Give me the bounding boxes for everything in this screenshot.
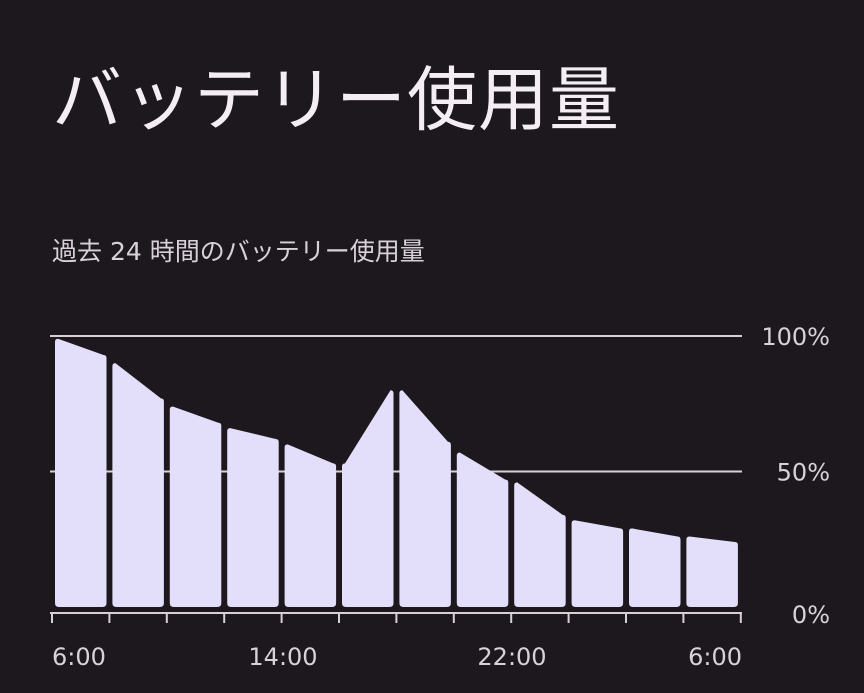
- y-tick-label: 0%: [792, 601, 830, 629]
- bar-2: [112, 363, 164, 607]
- bar-3: [169, 406, 222, 607]
- bar-1: [55, 338, 107, 607]
- x-tick-label: 14:00: [248, 643, 317, 671]
- bar-6: [342, 390, 394, 607]
- chart-subtitle: 過去 24 時間のバッテリー使用量: [52, 237, 425, 266]
- y-tick-label: 100%: [761, 323, 830, 351]
- bar-11: [629, 528, 681, 607]
- bar-9: [514, 482, 566, 607]
- x-tick-label: 22:00: [477, 643, 546, 671]
- y-tick-label: 50%: [777, 459, 830, 487]
- bar-5: [284, 444, 337, 607]
- bar-12: [686, 536, 738, 607]
- page-title: バッテリー使用量: [52, 59, 620, 141]
- bar-10: [571, 520, 624, 607]
- bar-4: [227, 428, 279, 607]
- x-tick-label: 6:00: [688, 643, 742, 671]
- bar-8: [456, 452, 509, 607]
- x-tick-label: 6:00: [52, 643, 106, 671]
- bar-7: [399, 390, 451, 607]
